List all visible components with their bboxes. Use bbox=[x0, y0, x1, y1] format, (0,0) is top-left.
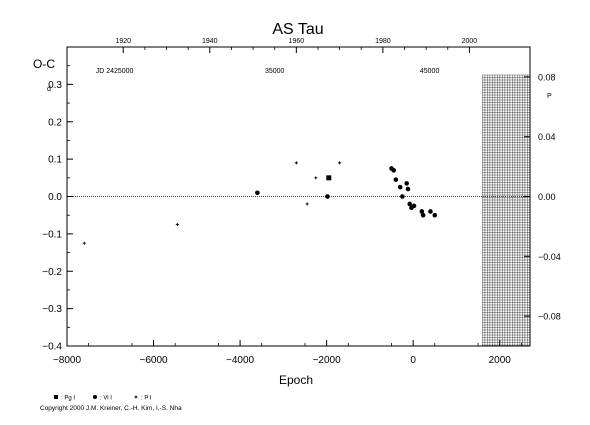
jd-label: JD 2425000 bbox=[96, 68, 134, 75]
copyright-text: Copyright 2000 J.M. Kreiner, C.-H. Kim, … bbox=[40, 405, 182, 412]
legend: : Pg I : Vi I : P I bbox=[54, 395, 152, 402]
x-axis: −8000 −6000 −4000 −2000 0 2000 bbox=[53, 340, 522, 366]
p-point bbox=[294, 161, 298, 165]
plot-frame bbox=[66, 46, 531, 347]
x-tick-label: 0 bbox=[410, 355, 416, 366]
x-tick-label: −2000 bbox=[313, 355, 342, 366]
legend-marker-circle bbox=[93, 395, 97, 399]
y-tick-label: 0.2 bbox=[48, 117, 62, 128]
p-point bbox=[338, 161, 342, 165]
x-axis-label: Epoch bbox=[279, 373, 313, 387]
y-tick-label: 0.1 bbox=[48, 155, 62, 166]
vi-point bbox=[400, 194, 405, 199]
y-tick-label: −0.4 bbox=[42, 342, 62, 353]
vi-point bbox=[393, 177, 399, 182]
jd-label: 35000 bbox=[265, 68, 285, 75]
legend-label: : Vi I bbox=[100, 396, 112, 402]
vi-point bbox=[404, 181, 409, 186]
p-point bbox=[175, 223, 179, 227]
right-tick-label: −0.08 bbox=[538, 312, 561, 322]
jd-axis: JD 2425000 35000 45000 bbox=[96, 68, 440, 75]
legend-label: : Pg I bbox=[61, 396, 75, 402]
hatched-region bbox=[482, 74, 531, 346]
vi-point bbox=[432, 212, 438, 218]
x-tick-label: −8000 bbox=[53, 355, 82, 366]
top-tick-label: 1940 bbox=[202, 38, 218, 45]
top-tick-label: 2000 bbox=[462, 38, 478, 45]
vi-point bbox=[405, 186, 411, 192]
right-tick-label: 0.04 bbox=[538, 132, 556, 142]
vi-point bbox=[397, 184, 403, 190]
legend-label: : P I bbox=[141, 396, 152, 402]
vi-point bbox=[420, 212, 426, 218]
vi-point bbox=[325, 194, 330, 199]
right-axis-unit: P bbox=[547, 93, 552, 100]
legend-marker-plus bbox=[134, 395, 138, 399]
right-tick-label: 0.08 bbox=[538, 72, 556, 82]
x-tick-label: −4000 bbox=[226, 355, 255, 366]
y-axis-unit: d bbox=[47, 86, 51, 93]
y-tick-label: −0.2 bbox=[42, 267, 62, 278]
right-tick-label: −0.04 bbox=[538, 252, 561, 262]
vi-point bbox=[391, 168, 396, 173]
y-tick-label: 0.0 bbox=[48, 192, 62, 203]
x-tick-label: −6000 bbox=[139, 355, 168, 366]
vi-point bbox=[407, 201, 413, 207]
right-axis: −0.08 −0.04 0.00 0.04 0.08 bbox=[524, 72, 561, 322]
y-tick-label: −0.1 bbox=[42, 229, 62, 240]
top-year-axis: 1920 1940 1960 1980 2000 bbox=[115, 38, 477, 53]
vi-point bbox=[419, 209, 425, 214]
vi-point bbox=[428, 209, 433, 214]
vi-point bbox=[411, 203, 417, 209]
pg-point bbox=[326, 175, 332, 181]
p-point bbox=[82, 241, 86, 245]
y-axis-label: O-C bbox=[33, 57, 55, 71]
data-points bbox=[82, 161, 438, 245]
p-point bbox=[305, 202, 309, 206]
top-tick-label: 1980 bbox=[375, 38, 391, 45]
top-tick-label: 1960 bbox=[289, 38, 305, 45]
top-tick-label: 1920 bbox=[115, 38, 131, 45]
jd-label: 45000 bbox=[420, 68, 440, 75]
legend-marker-square bbox=[54, 395, 58, 399]
y-tick-label: 0.3 bbox=[48, 80, 62, 91]
y-tick-label: −0.3 bbox=[42, 304, 62, 315]
y-axis: −0.4 −0.3 −0.2 −0.1 0.0 0.1 0.2 0.3 bbox=[42, 65, 73, 353]
chart-title: AS Tau bbox=[272, 21, 323, 38]
vi-point bbox=[255, 190, 260, 196]
right-tick-label: 0.00 bbox=[538, 192, 556, 202]
p-point bbox=[314, 176, 318, 180]
x-tick-label: 2000 bbox=[489, 355, 512, 366]
